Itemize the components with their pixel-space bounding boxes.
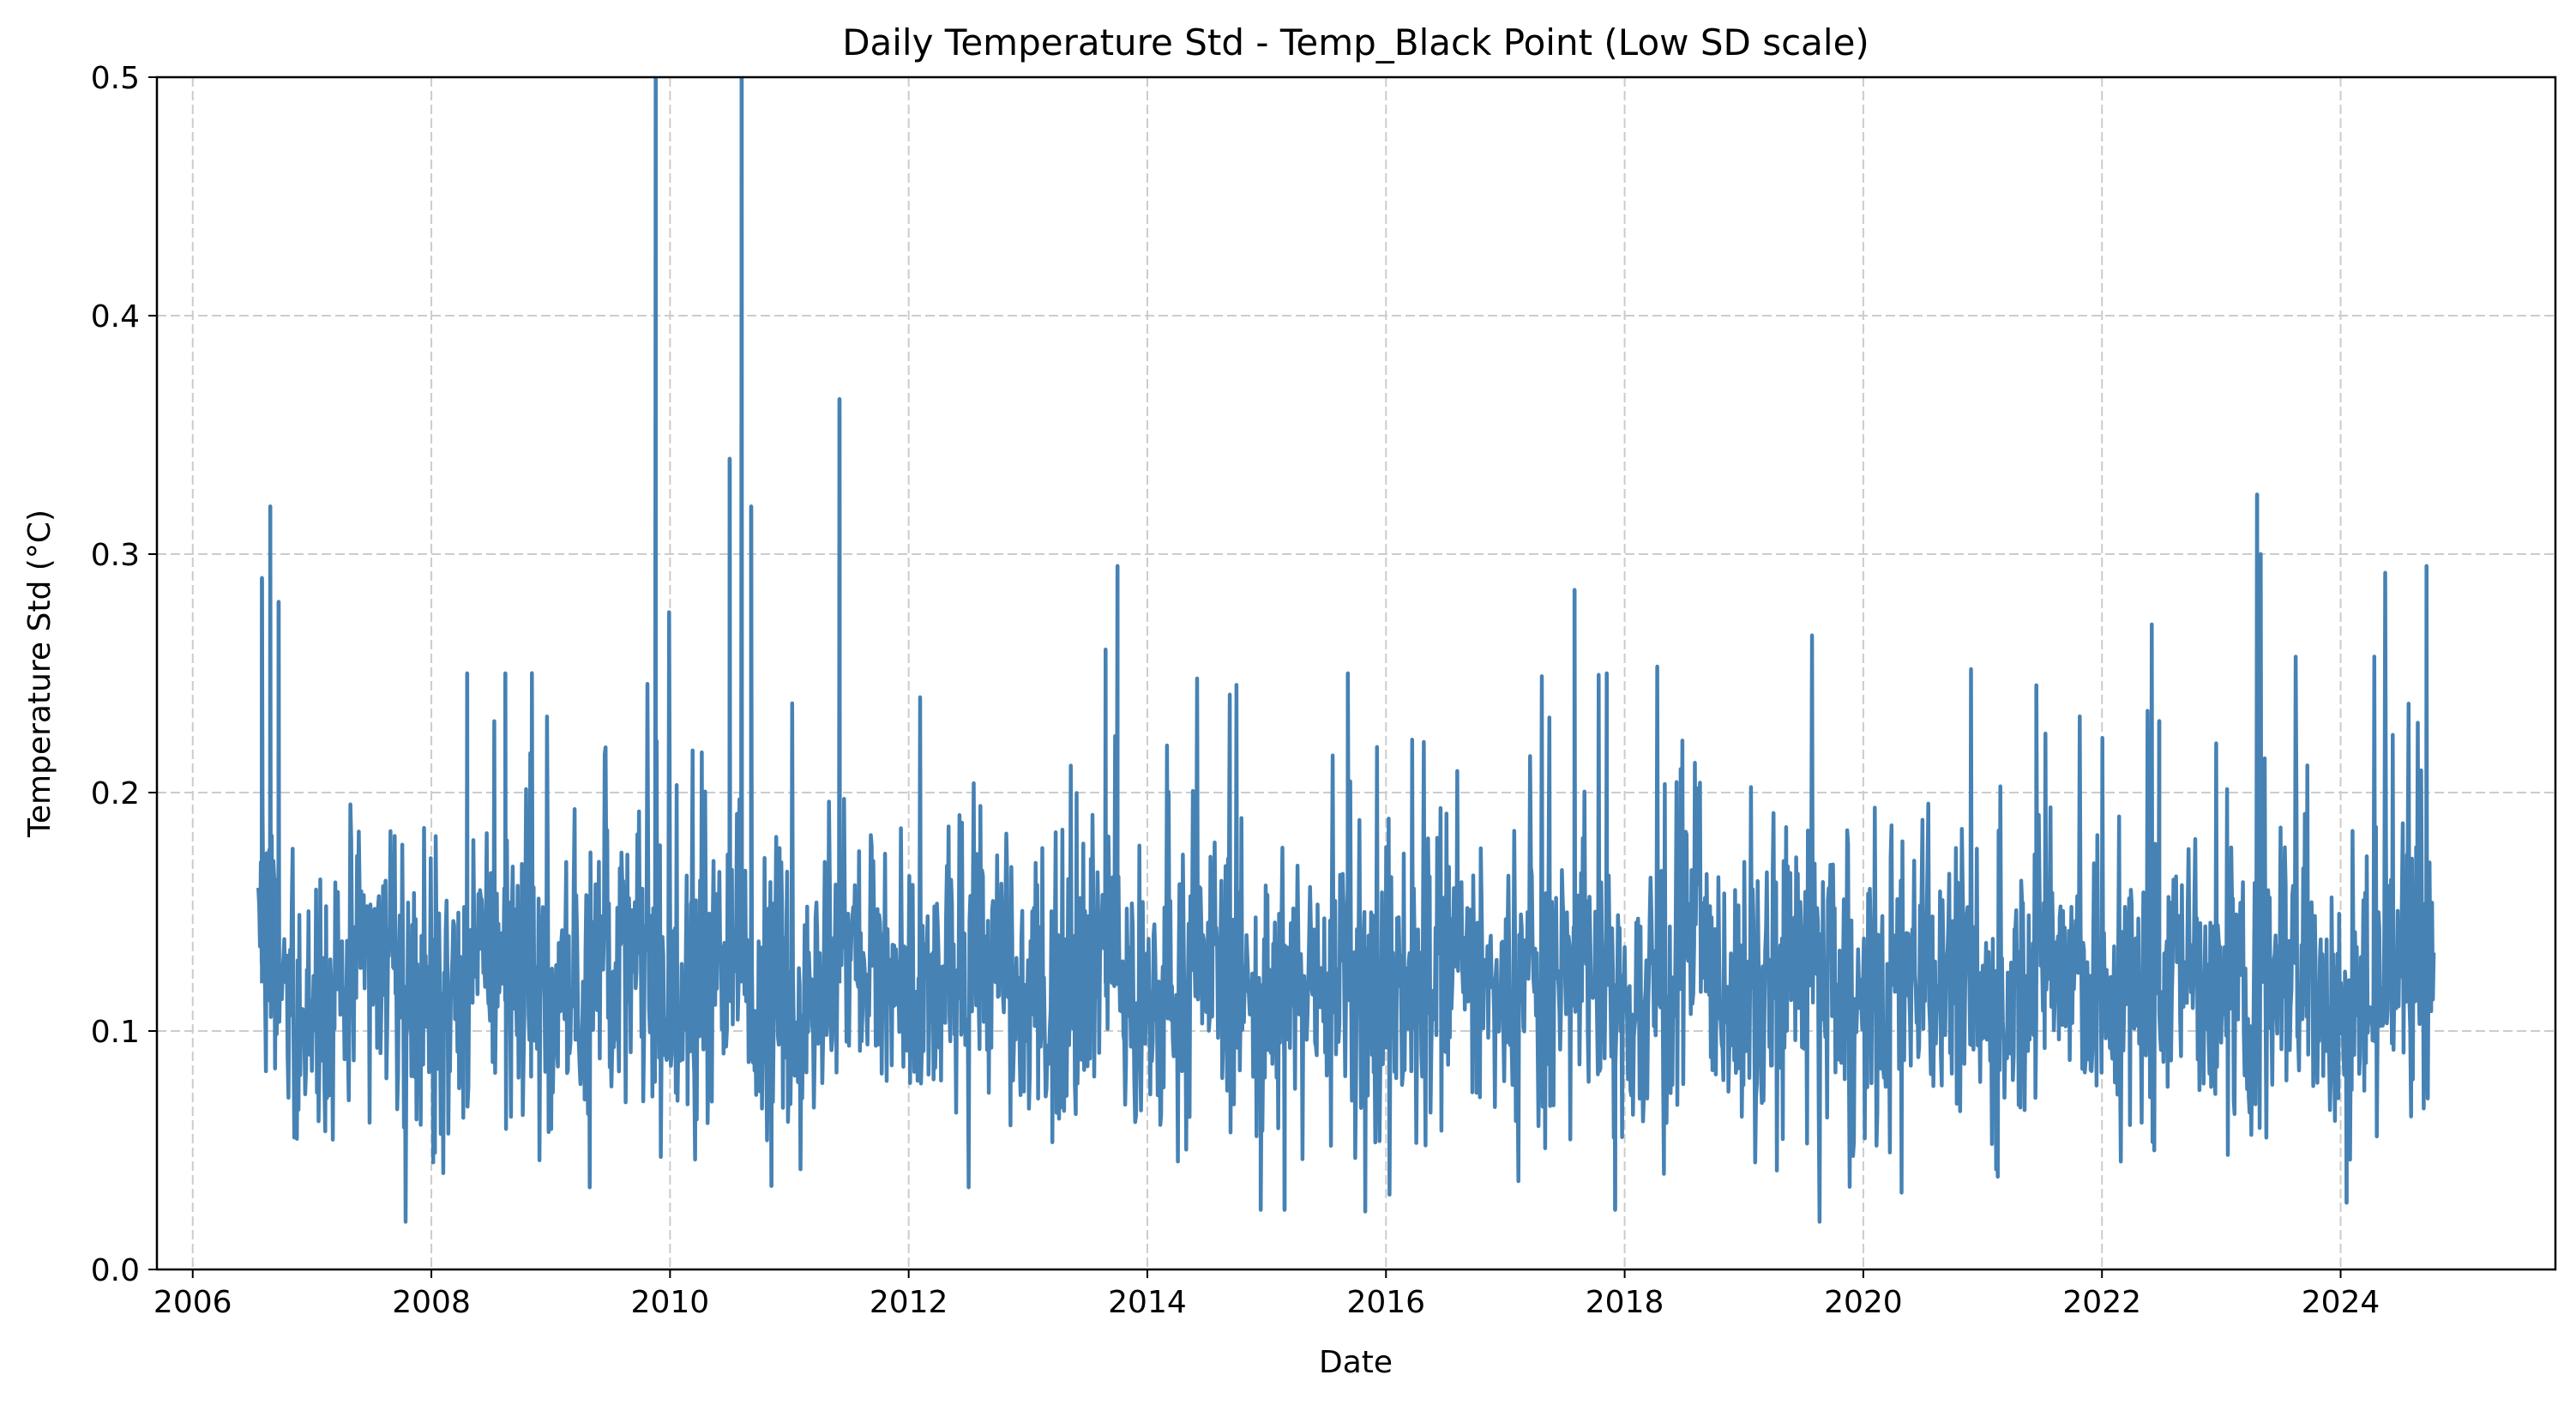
x-tick-label: 2014 [1108,1285,1187,1320]
x-tick-label: 2022 [2062,1285,2141,1320]
y-tick-label: 0.5 [91,61,140,96]
y-tick-label: 0.1 [91,1015,140,1050]
series-line [256,77,2436,1224]
y-tick-label: 0.2 [91,776,140,811]
x-tick-label: 2012 [870,1285,948,1320]
x-tick-label: 2020 [1824,1285,1903,1320]
x-tick-label: 2018 [1586,1285,1664,1320]
y-tick-label: 0.4 [91,299,140,335]
x-tick-label: 2016 [1346,1285,1425,1320]
x-axis-label: Date [1319,1345,1393,1380]
series-layer [256,77,2436,1224]
x-tick-label: 2006 [153,1285,232,1320]
x-tick-label: 2024 [2302,1285,2380,1320]
y-tick-label: 0.0 [91,1253,140,1288]
x-tick-label: 2008 [392,1285,471,1320]
x-tick-label: 2010 [631,1285,710,1320]
tick-layer: 2006 2008 2010 2012 2014 2016 2018 2020 2022 2024… [91,61,2380,1320]
chart-title: Daily Temperature Std - Temp_Black Point… [842,21,1869,63]
y-tick-label: 0.3 [91,538,140,573]
plot-frame [155,75,2557,1271]
y-axis-label: Temperature Std (°C) [22,510,57,838]
